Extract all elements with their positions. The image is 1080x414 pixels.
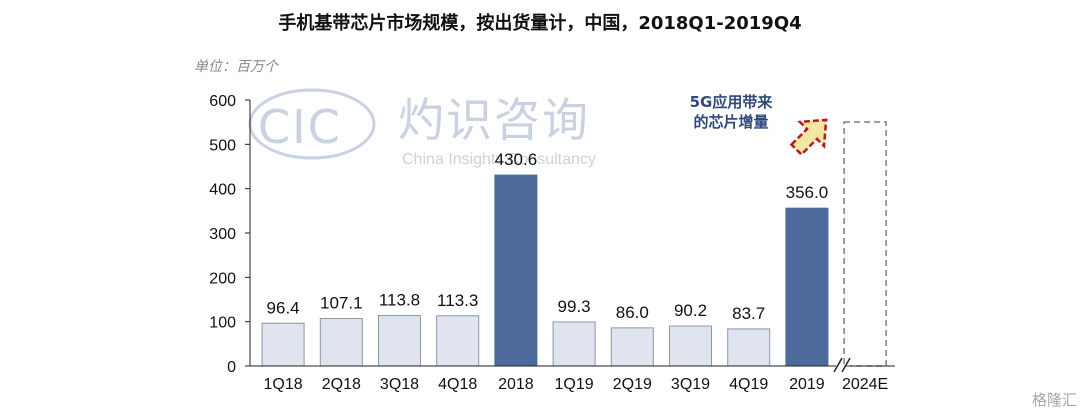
value-label: 107.1 — [320, 294, 363, 313]
y-axis: 0 100 200 300 400 500 600 — [209, 93, 251, 376]
axis-break-icon — [833, 357, 851, 373]
bar-forecast — [843, 121, 887, 367]
x-tick-label: 4Q18 — [438, 376, 477, 393]
watermark-abbr: CIC — [258, 100, 342, 154]
x-tick-label: 2019 — [789, 376, 825, 393]
x-tick-label: 1Q19 — [555, 376, 594, 393]
x-tick-label: 3Q18 — [380, 376, 419, 393]
value-label: 86.0 — [616, 303, 649, 322]
bar-annual — [785, 207, 829, 367]
watermark: CIC 灼识咨询 China Insights Consultancy — [248, 88, 596, 168]
y-tick-label: 0 — [227, 359, 236, 376]
watermark-en: China Insights Consultancy — [402, 151, 596, 168]
bar-quarter — [610, 327, 654, 367]
bars — [261, 121, 887, 367]
bar-quarter — [552, 321, 596, 367]
bar-quarter — [378, 315, 421, 367]
x-tick-label: 4Q19 — [729, 376, 768, 393]
y-tick-label: 200 — [209, 270, 236, 287]
value-label: 96.4 — [267, 298, 300, 317]
y-tick-label: 400 — [209, 182, 236, 199]
source-watermark: 格隆汇 — [1032, 392, 1077, 409]
x-tick-label: 2Q18 — [322, 376, 361, 393]
chart-title: 手机基带芯片市场规模，按出货量计，中国，2018Q1-2019Q4 — [278, 12, 801, 34]
x-tick-label: 2018 — [498, 376, 534, 393]
x-tick-label: 2024E — [842, 376, 888, 393]
bar-quarter — [319, 318, 363, 367]
bar-annual — [494, 174, 538, 367]
value-label: 113.8 — [379, 291, 420, 310]
bar-quarter — [436, 315, 480, 367]
y-tick-label: 500 — [209, 137, 236, 154]
value-label: 113.3 — [437, 291, 478, 310]
growth-arrow-icon — [789, 118, 828, 157]
y-tick-label: 300 — [209, 226, 236, 243]
bar-quarter — [669, 325, 712, 367]
value-label: 99.3 — [558, 297, 591, 316]
value-label: 90.2 — [674, 301, 707, 320]
value-label: 430.6 — [495, 150, 538, 169]
x-axis-labels: 1Q18 2Q18 3Q18 4Q18 2018 1Q19 2Q19 3Q19 4Q19 2019… — [264, 376, 889, 393]
x-tick-label: 1Q18 — [264, 376, 303, 393]
bar-quarter — [261, 322, 305, 367]
unit-label: 单位：百万个 — [194, 59, 280, 75]
y-tick-label: 100 — [209, 315, 236, 332]
watermark-cn: 灼识咨询 — [398, 93, 590, 147]
x-tick-label: 3Q19 — [671, 376, 710, 393]
annotation-line2: 的芯片增量 — [693, 113, 768, 131]
y-tick-label: 600 — [209, 93, 236, 110]
annotation-line1: 5G应用带来 — [690, 93, 774, 111]
bar-quarter — [727, 328, 771, 367]
value-label: 356.0 — [786, 183, 829, 202]
value-labels: 96.4 107.1 113.8 113.3 430.6 99.3 86.0 90.2 83.7… — [267, 150, 829, 323]
x-tick-label: 2Q19 — [613, 376, 652, 393]
value-label: 83.7 — [732, 304, 765, 323]
